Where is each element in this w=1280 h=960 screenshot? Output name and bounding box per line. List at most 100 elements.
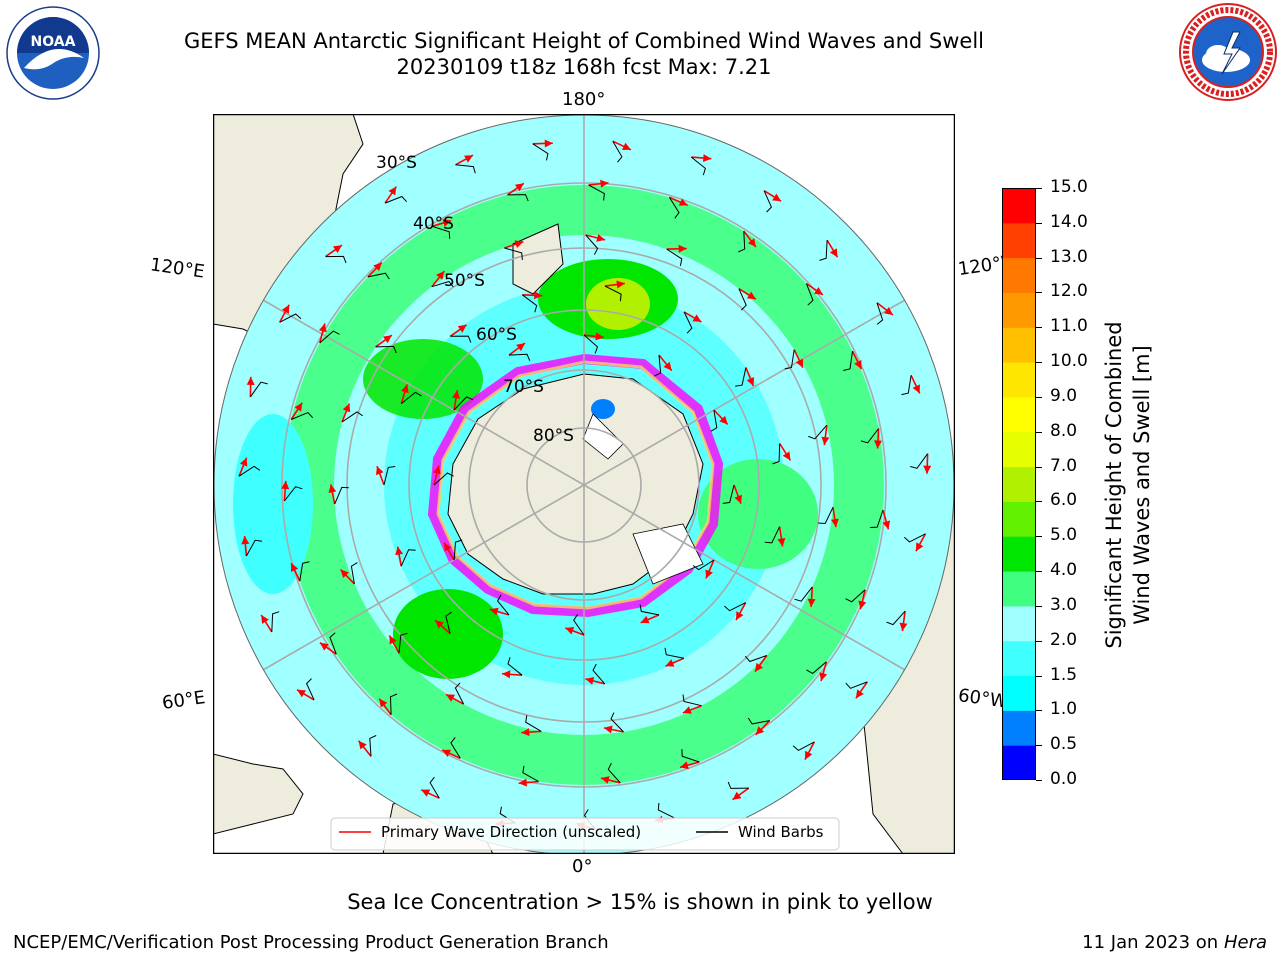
colorbar-tick-label: 5.0 xyxy=(1050,525,1078,546)
colorbar-segment xyxy=(1002,640,1036,677)
wave-arrow-head xyxy=(600,179,609,188)
wave-arrow-head xyxy=(333,245,342,253)
polar-map: 30°S 40°S 50°S 60°S 70°S 80°S Primary Wa… xyxy=(212,113,956,855)
wave-arrow-head xyxy=(442,219,452,227)
wave-arrow-head xyxy=(874,440,882,449)
colorbar-tick-mark xyxy=(1036,501,1042,503)
wind-barb xyxy=(886,610,906,626)
chart-subtitle: 20230109 t18z 168h fcst Max: 7.21 xyxy=(396,55,772,79)
wave-arrow-head xyxy=(755,726,765,735)
colorbar-tick-mark xyxy=(1036,257,1042,259)
wind-barb xyxy=(666,248,683,266)
wave-arrow-head xyxy=(600,776,610,784)
wave-arrow-head xyxy=(596,234,606,242)
wave-arrow-head xyxy=(678,244,687,253)
wave-arrow-head xyxy=(807,598,816,607)
wind-barb xyxy=(806,661,827,675)
lat-label-50s: 50°S xyxy=(444,271,485,291)
colorbar-tick-label: 6.0 xyxy=(1050,490,1078,511)
wind-barb xyxy=(455,164,476,174)
footer-right: 11 Jan 2023 on Hera xyxy=(1082,932,1267,953)
wind-barb xyxy=(843,351,853,371)
wind-barb xyxy=(690,156,706,176)
lat-label-40s: 40°S xyxy=(413,214,454,234)
wind-barb xyxy=(772,443,781,465)
wind-barb xyxy=(306,678,315,701)
wave-arrow-head xyxy=(514,240,524,248)
colorbar-segment xyxy=(1002,605,1036,642)
wave-arrow-head xyxy=(736,611,744,621)
wave-arrow-head xyxy=(435,620,444,629)
wave-arrow-head xyxy=(446,694,455,702)
colorbar-segment xyxy=(1002,188,1036,224)
wave-region-4 xyxy=(363,339,483,419)
wind-barb xyxy=(507,657,523,676)
colorbar-segment xyxy=(1002,466,1036,502)
wind-barb xyxy=(845,681,868,689)
wind-barb xyxy=(433,472,454,486)
wave-arrow-head xyxy=(515,183,524,192)
wave-arrow-head xyxy=(457,324,467,333)
wind-barb xyxy=(496,594,510,616)
colorbar-tick-label: 15.0 xyxy=(1050,177,1088,197)
legend-barb-label: Wind Barbs xyxy=(738,823,824,841)
wave-arrow-head xyxy=(678,198,688,206)
wind-barb xyxy=(654,355,662,377)
colorbar-tick-mark xyxy=(1036,327,1042,329)
wind-barb xyxy=(522,765,539,782)
wind-barb xyxy=(400,549,416,567)
wind-barb xyxy=(454,682,465,705)
wind-barb xyxy=(375,345,397,354)
wind-barb xyxy=(681,749,700,763)
wind-barb xyxy=(450,737,461,759)
wave-arrow-head xyxy=(342,403,351,413)
wind-barb xyxy=(334,486,349,505)
colorbar-tick-label: 1.5 xyxy=(1050,664,1078,685)
wave-arrow-head xyxy=(516,343,525,352)
wind-barb xyxy=(683,311,693,334)
wind-barb xyxy=(504,247,523,260)
wind-barb xyxy=(431,280,454,288)
wave-arrow-head xyxy=(821,436,830,446)
colorbar-tick-label: 1.0 xyxy=(1050,699,1078,720)
colorbar-tick-label: 0.0 xyxy=(1050,769,1078,789)
wave-arrow-head xyxy=(358,740,367,750)
wave-arrow-head xyxy=(665,659,675,667)
wave-arrow-head xyxy=(595,332,604,341)
wave-arrow-head xyxy=(830,518,839,528)
colorbar-tick-label: 11.0 xyxy=(1050,316,1088,337)
colorbar-segment xyxy=(1002,745,1036,781)
colorbar-tick-mark xyxy=(1036,188,1042,189)
wave-arrow-head xyxy=(328,484,337,493)
colorbar-label-line1: Significant Height of Combined xyxy=(1102,321,1126,649)
lat-label-80s: 80°S xyxy=(533,426,574,446)
wind-barb xyxy=(738,288,747,311)
wave-arrow-head xyxy=(319,642,329,651)
wind-barb xyxy=(792,741,815,752)
colorbar-segment xyxy=(1002,327,1036,363)
colorbar-tick-mark xyxy=(1036,536,1042,538)
ross-ice-shelf xyxy=(582,413,624,460)
colorbar-tick-mark xyxy=(1036,675,1042,677)
colorbar-tick-mark xyxy=(1036,605,1042,607)
wave-arrow-head xyxy=(489,607,499,616)
wave-arrow-head xyxy=(705,569,713,579)
new-zealand-land xyxy=(512,223,564,295)
lon-label-180: 180° xyxy=(562,89,606,110)
wind-barb xyxy=(583,334,599,354)
wave-arrow-head xyxy=(782,451,791,461)
wind-barb xyxy=(870,509,884,528)
wind-barb xyxy=(692,559,715,571)
wave-arrow-head xyxy=(534,291,543,300)
wave-arrow-head xyxy=(912,384,920,394)
footer-machine: Hera xyxy=(1223,932,1267,953)
wave-arrow-head xyxy=(433,465,441,475)
wind-barb xyxy=(903,533,926,543)
wind-barb xyxy=(845,589,866,603)
wave-arrow-head xyxy=(899,622,908,631)
colorbar-segment xyxy=(1002,536,1036,572)
wave-arrow-head xyxy=(383,335,392,344)
wind-barb xyxy=(585,234,599,255)
lon-label-60w: 60°W xyxy=(956,684,1005,713)
wave-arrow-head xyxy=(452,390,460,399)
